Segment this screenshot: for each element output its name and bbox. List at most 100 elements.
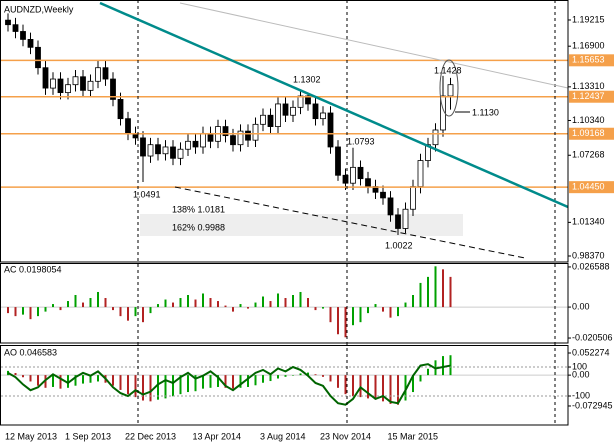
- level-label: 1.15653: [572, 55, 605, 65]
- candle-body: [282, 103, 289, 116]
- histogram-bar: [262, 296, 264, 308]
- histogram-bar: [427, 276, 429, 308]
- x-tick-label: 1 Sep 2013: [65, 431, 111, 441]
- histogram-bar: [157, 375, 159, 400]
- candle-body: [327, 112, 334, 148]
- histogram-bar: [187, 295, 189, 308]
- histogram-bar: [337, 375, 339, 388]
- histogram-bar: [89, 298, 92, 308]
- histogram-bar: [404, 302, 407, 308]
- histogram-bar: [269, 375, 272, 382]
- level-box: [569, 181, 614, 194]
- histogram-bar: [389, 375, 392, 404]
- histogram-bar: [112, 375, 114, 386]
- level-label: 1.04450: [572, 182, 605, 192]
- indicator-title: AO 0.046583: [4, 347, 57, 357]
- highlight-ellipse: [439, 59, 459, 117]
- candle-body: [170, 146, 176, 159]
- histogram-bar: [164, 299, 167, 308]
- candle-body: [245, 130, 251, 141]
- histogram-bar: [337, 307, 339, 335]
- histogram-bar: [202, 375, 204, 389]
- annotation: 1.1428: [434, 65, 462, 75]
- indicator-title: AC 0.0198054: [4, 264, 62, 274]
- histogram-bar: [14, 373, 17, 376]
- histogram-bar: [352, 307, 354, 326]
- x-tick-label: 22 Dec 2013: [125, 431, 176, 441]
- histogram-bar: [247, 375, 249, 387]
- candle-body: [320, 112, 326, 120]
- histogram-bar: [374, 304, 377, 308]
- histogram-bar: [202, 293, 204, 308]
- histogram-bar: [7, 307, 9, 314]
- candle-body: [27, 39, 34, 48]
- histogram-bar: [307, 372, 309, 376]
- candle-body: [87, 80, 94, 91]
- histogram-bar: [247, 307, 249, 309]
- annotation: 1.1130: [472, 107, 499, 117]
- histogram-bar: [329, 375, 332, 382]
- candle-body: [200, 132, 206, 148]
- level-label: 1.09168: [572, 128, 605, 138]
- histogram-bar: [14, 307, 17, 317]
- histogram-bar: [149, 307, 152, 314]
- histogram-bar: [172, 375, 174, 397]
- histogram-bar: [314, 374, 317, 376]
- y-tick-label: 1.07268: [572, 150, 605, 160]
- histogram-bar: [382, 375, 384, 402]
- candle-body: [342, 174, 349, 184]
- histogram-bar: [104, 298, 107, 308]
- histogram-bar: [209, 298, 212, 308]
- candle-body: [5, 19, 11, 26]
- candle-body: [35, 46, 41, 69]
- fibo-zone: [140, 214, 463, 236]
- histogram-bar: [134, 375, 137, 398]
- candle-body: [447, 84, 454, 97]
- x-tick-label: 23 Nov 2014: [320, 431, 371, 441]
- histogram-bar: [187, 375, 189, 393]
- histogram-bar: [112, 307, 114, 311]
- histogram-bar: [97, 375, 99, 382]
- candle-body: [57, 78, 64, 94]
- level-box: [569, 54, 614, 67]
- candle-body: [185, 140, 191, 150]
- candle-body: [155, 144, 161, 155]
- histogram-bar: [164, 375, 167, 399]
- histogram-bar: [194, 299, 197, 308]
- histogram-bar: [52, 375, 54, 387]
- candle-body: [65, 84, 71, 94]
- candle-body: [102, 67, 109, 80]
- histogram-bar: [344, 375, 347, 395]
- candle-body: [387, 197, 394, 216]
- panel-border: [0, 0, 569, 263]
- annotation: 162% 0.9988: [172, 222, 225, 232]
- candle-body: [80, 76, 86, 91]
- candle-body: [417, 160, 424, 187]
- histogram-bar: [142, 375, 144, 401]
- histogram-bar: [344, 307, 347, 338]
- histogram-bar: [97, 291, 99, 308]
- histogram-bar: [359, 307, 362, 323]
- histogram-bar: [322, 375, 324, 377]
- histogram-bar: [119, 375, 122, 390]
- candle-body: [72, 76, 79, 86]
- y-tick-label: -100: [572, 390, 590, 400]
- x-tick-label: 15 Mar 2015: [388, 431, 439, 441]
- histogram-bar: [442, 356, 444, 376]
- candle-body: [357, 166, 364, 180]
- histogram-bar: [434, 266, 437, 308]
- histogram-bar: [209, 375, 212, 388]
- candle-body: [290, 106, 296, 116]
- histogram-bar: [329, 307, 332, 323]
- histogram-bar: [419, 282, 422, 308]
- histogram-bar: [412, 295, 414, 308]
- candle-body: [125, 118, 131, 134]
- annotation: 1.0022: [385, 240, 413, 250]
- histogram-bar: [254, 302, 257, 308]
- histogram-bar: [217, 375, 219, 387]
- histogram-bar: [449, 355, 452, 376]
- histogram-bar: [307, 298, 309, 308]
- y-tick-label: 0.00: [572, 369, 590, 379]
- histogram-bar: [299, 373, 302, 376]
